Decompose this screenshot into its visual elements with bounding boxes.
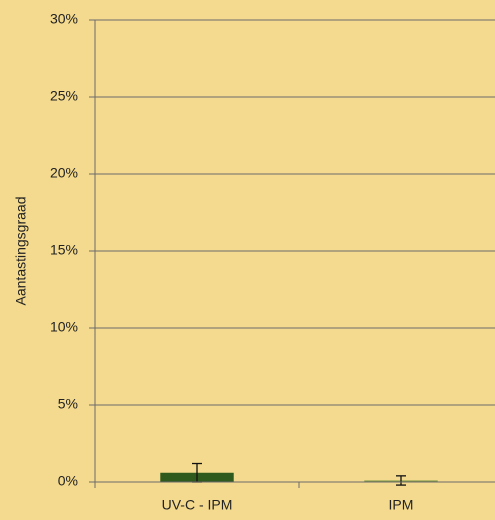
- y-tick-label: 25%: [50, 88, 78, 104]
- y-tick-label: 30%: [50, 11, 78, 27]
- y-tick-label: 0%: [58, 473, 78, 489]
- error-bar: [396, 475, 406, 486]
- y-axis-label: Aantastingsgraad: [13, 197, 29, 306]
- y-tick-label: 10%: [50, 319, 78, 335]
- y-tick-label: 20%: [50, 165, 78, 181]
- x-tick-label: IPM: [389, 497, 414, 513]
- y-tick-label: 5%: [58, 396, 78, 412]
- x-tick-label: UV-C - IPM: [162, 497, 233, 513]
- y-tick-label: 15%: [50, 242, 78, 258]
